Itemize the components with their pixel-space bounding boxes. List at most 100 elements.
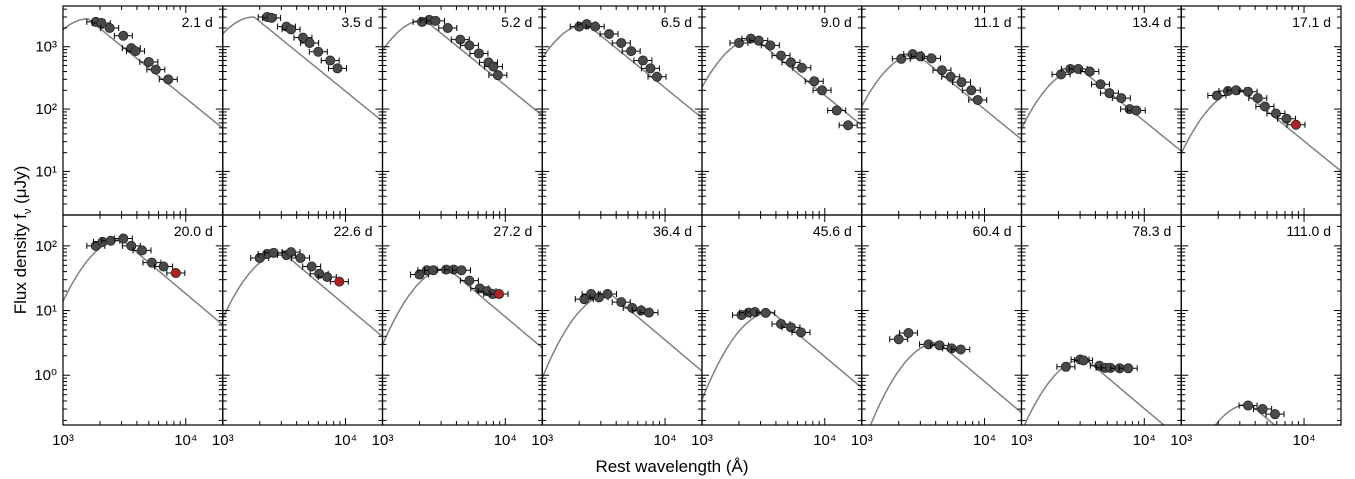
x-tick-label: 10³ <box>212 432 234 449</box>
x-tick-label: 10⁴ <box>813 432 836 449</box>
data-point <box>146 257 157 268</box>
data-point <box>945 71 956 82</box>
panel-label: 36.4 d <box>653 223 692 239</box>
x-tick-label: 10⁴ <box>973 432 996 449</box>
x-tick-label: 10³ <box>372 432 394 449</box>
panel-plot-area <box>222 11 383 122</box>
data-point <box>304 37 315 48</box>
data-point <box>286 24 297 35</box>
data-point <box>118 233 129 244</box>
data-point <box>616 37 627 48</box>
panel-frame <box>1180 5 1342 216</box>
y-tick-label: 10² <box>35 101 57 118</box>
data-point <box>590 21 601 32</box>
data-point <box>1231 85 1242 96</box>
panel-45-6-d: 45.6 d <box>701 214 863 426</box>
data-point <box>322 272 333 283</box>
y-axis-label-sub: ν <box>22 208 34 214</box>
panel-label: 2.1 d <box>182 14 213 30</box>
data-point <box>488 61 499 72</box>
model-curve <box>1181 89 1341 172</box>
data-point <box>1084 66 1095 77</box>
x-tick-label: 10³ <box>1170 432 1192 449</box>
data-point <box>923 339 934 350</box>
model-curve <box>1023 357 1166 425</box>
data-point <box>776 318 787 329</box>
data-point <box>1243 400 1254 411</box>
data-point <box>464 40 475 51</box>
data-point <box>1116 93 1127 104</box>
data-point <box>637 55 648 66</box>
data-point <box>776 50 787 61</box>
data-point <box>955 344 966 355</box>
data-point <box>1269 409 1280 420</box>
data-point <box>143 56 154 67</box>
panel-frame <box>222 214 384 426</box>
panel-label: 20.0 d <box>174 223 213 239</box>
panel-plot-area <box>63 233 223 326</box>
data-point <box>105 235 116 246</box>
panel-13-4-d: 13.4 d <box>1020 5 1182 216</box>
data-point <box>903 327 914 338</box>
panel-6-5-d: 6.5 d <box>541 5 703 216</box>
data-point-highlight <box>170 268 181 279</box>
data-point <box>104 22 115 33</box>
data-point-highlight <box>1290 119 1301 130</box>
data-point-highlight <box>494 289 505 300</box>
x-tick-label: 10³ <box>52 432 74 449</box>
data-point <box>972 94 983 105</box>
x-tick-label: 10⁴ <box>174 432 197 449</box>
panel-17-1-d: 17.1 d <box>1180 5 1342 216</box>
panel-frame <box>62 5 224 216</box>
panel-plot-area <box>1023 354 1166 425</box>
data-point <box>430 15 441 26</box>
data-point <box>306 261 317 272</box>
model-curve <box>869 341 1022 425</box>
panel-label: 60.4 d <box>973 223 1012 239</box>
panel-frame <box>541 214 703 426</box>
data-point <box>1211 90 1222 101</box>
panel-plot-area <box>222 247 383 338</box>
data-point <box>1078 355 1089 366</box>
panel-label: 5.2 d <box>501 14 532 30</box>
data-point <box>464 275 475 286</box>
panel-label: 22.6 d <box>334 223 373 239</box>
panel-plot-area <box>1214 400 1285 425</box>
data-point <box>604 28 615 39</box>
panel-label: 3.5 d <box>341 14 372 30</box>
data-point <box>456 265 467 276</box>
data-point <box>158 261 169 272</box>
data-point <box>150 64 161 75</box>
model-curve <box>63 238 223 326</box>
panel-5-2-d: 5.2 d <box>381 5 543 216</box>
panel-label: 6.5 d <box>661 14 692 30</box>
panel-78-3-d: 78.3 d <box>1020 214 1182 426</box>
data-point <box>268 247 279 258</box>
data-point <box>130 46 141 57</box>
data-point <box>313 46 324 57</box>
data-point <box>616 297 627 308</box>
panel-plot-area <box>702 33 862 131</box>
data-point <box>785 57 796 68</box>
x-tick-label: 10³ <box>1011 432 1033 449</box>
data-point <box>1257 404 1268 415</box>
axis-tick-labels: 10³ 10⁴ 10³ 10⁴ 10³ 10⁴ 10³ 10⁴ 10³ 10⁴ 10³ 10⁴ 10³ 1… <box>34 39 1315 449</box>
panel-plot-area <box>702 306 862 400</box>
panel-frame <box>541 5 703 216</box>
panel-plot-area <box>861 49 1022 140</box>
data-point <box>1123 363 1134 374</box>
panel-2-1-d: 2.1 d <box>62 5 224 216</box>
data-point <box>163 74 174 85</box>
panel-27-2-d: 27.2 d <box>381 214 543 426</box>
data-point <box>1104 88 1115 99</box>
data-point <box>97 236 108 247</box>
data-point <box>126 240 137 251</box>
data-point <box>651 71 662 82</box>
data-point <box>332 63 343 74</box>
data-point <box>753 35 764 46</box>
panel-111-0-d: 111.0 d <box>1180 214 1342 426</box>
data-point <box>96 18 107 29</box>
y-axis-label-main: Flux density f <box>11 214 30 314</box>
panel-plot-area <box>1021 63 1182 152</box>
model-curve <box>63 18 223 129</box>
